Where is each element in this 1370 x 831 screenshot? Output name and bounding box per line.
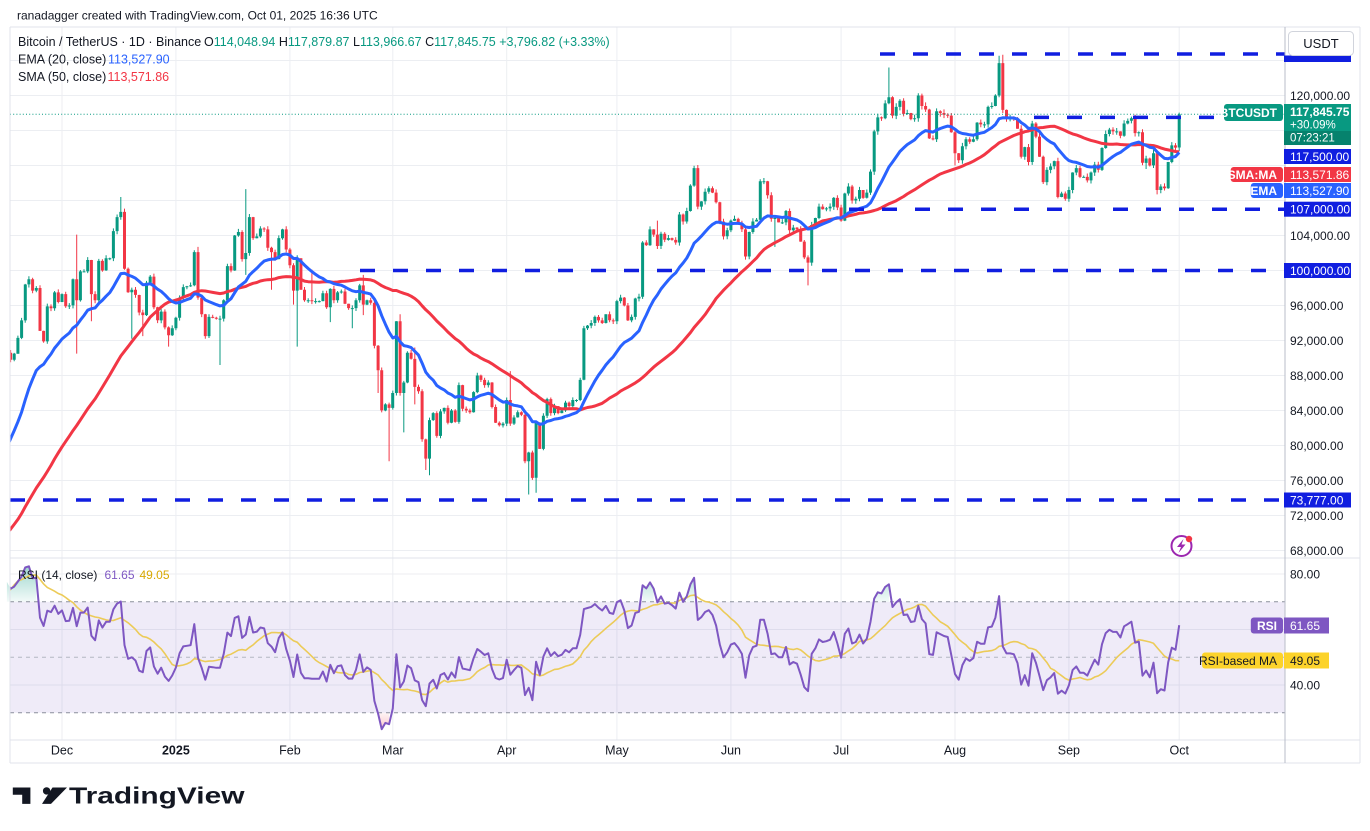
svg-text:73,777.00: 73,777.00	[1290, 494, 1344, 508]
svg-text:TradingView: TradingView	[69, 783, 245, 809]
svg-text:Feb: Feb	[279, 744, 301, 758]
svg-text:100,000.00: 100,000.00	[1290, 264, 1350, 278]
svg-text:RSI (14, close): RSI (14, close)	[18, 568, 97, 582]
svg-text:113,527.90: 113,527.90	[1290, 184, 1349, 198]
svg-text:113,527.90: 113,527.90	[108, 53, 170, 67]
svg-text:2025: 2025	[162, 744, 190, 758]
svg-text:+30.09%: +30.09%	[1290, 120, 1336, 132]
svg-text:Dec: Dec	[51, 744, 73, 758]
svg-text:107,000.00: 107,000.00	[1290, 203, 1350, 217]
svg-text:BTCUSDT: BTCUSDT	[1220, 106, 1278, 120]
svg-text:Aug: Aug	[944, 744, 966, 758]
svg-text:40.00: 40.00	[1290, 679, 1320, 693]
svg-text:RSI-based MA: RSI-based MA	[1199, 654, 1277, 668]
svg-text:Apr: Apr	[497, 744, 516, 758]
svg-text:EMA: EMA	[1250, 184, 1277, 198]
svg-text:80.00: 80.00	[1290, 568, 1320, 582]
svg-text:61.65: 61.65	[105, 568, 135, 582]
svg-text:120,000.00: 120,000.00	[1290, 89, 1350, 103]
svg-text:Sep: Sep	[1058, 744, 1080, 758]
svg-text:113,571.86: 113,571.86	[1290, 168, 1349, 182]
svg-text:07:23:21: 07:23:21	[1290, 133, 1335, 145]
svg-text:EMA (20, close): EMA (20, close)	[18, 53, 106, 67]
svg-text:76,000.00: 76,000.00	[1290, 474, 1344, 488]
svg-text:Bitcoin / TetherUS · 1D · Bina: Bitcoin / TetherUS · 1D · Binance	[18, 35, 201, 49]
svg-text:SMA:MA: SMA:MA	[1228, 168, 1278, 182]
svg-text:92,000.00: 92,000.00	[1290, 334, 1344, 348]
svg-text:Jul: Jul	[833, 744, 849, 758]
svg-text:96,000.00: 96,000.00	[1290, 299, 1344, 313]
svg-text:104,000.00: 104,000.00	[1290, 229, 1350, 243]
svg-text:RSI: RSI	[1257, 619, 1277, 633]
svg-text:Oct: Oct	[1169, 744, 1189, 758]
svg-text:Jun: Jun	[721, 744, 741, 758]
svg-text:80,000.00: 80,000.00	[1290, 439, 1344, 453]
svg-text:USDT: USDT	[1303, 36, 1338, 51]
svg-text:117,845.75: 117,845.75	[1290, 105, 1350, 119]
svg-text:49.05: 49.05	[1290, 654, 1320, 668]
svg-text:May: May	[605, 744, 629, 758]
svg-text:O114,048.94 H117,879.87 L113,9: O114,048.94 H117,879.87 L113,966.67 C117…	[204, 35, 610, 49]
svg-text:117,500.00: 117,500.00	[1290, 150, 1349, 164]
svg-text:68,000.00: 68,000.00	[1290, 544, 1344, 558]
svg-text:SMA (50, close): SMA (50, close)	[18, 70, 106, 84]
svg-text:84,000.00: 84,000.00	[1290, 404, 1344, 418]
svg-text:61.65: 61.65	[1290, 619, 1320, 633]
svg-text:88,000.00: 88,000.00	[1290, 369, 1344, 383]
svg-text:Mar: Mar	[382, 744, 404, 758]
svg-text:49.05: 49.05	[140, 568, 170, 582]
svg-text:113,571.86: 113,571.86	[108, 70, 170, 84]
svg-text:ranadagger created with Tradin: ranadagger created with TradingView.com,…	[17, 9, 378, 23]
svg-text:72,000.00: 72,000.00	[1290, 509, 1344, 523]
